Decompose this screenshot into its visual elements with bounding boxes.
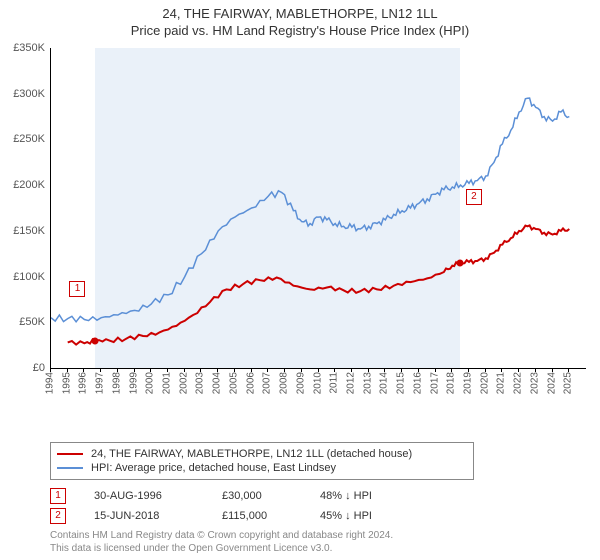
x-tick-label: 2010 [312,372,323,394]
transaction-date: 15-JUN-2018 [94,510,204,522]
x-tick-label: 1995 [61,372,72,394]
series-price_paid [68,225,570,344]
x-tick-label: 2020 [479,372,490,394]
sale-marker-2: 2 [466,189,482,205]
y-tick-label: £200K [5,179,45,191]
chart-container: 24, THE FAIRWAY, MABLETHORPE, LN12 1LL P… [0,0,600,560]
x-tick-label: 1999 [128,372,139,394]
x-tick-label: 2007 [262,372,273,394]
attribution-footer: Contains HM Land Registry data © Crown c… [50,529,393,555]
title-address: 24, THE FAIRWAY, MABLETHORPE, LN12 1LL [0,6,600,21]
x-tick-label: 1994 [45,372,56,394]
x-tick-label: 2017 [429,372,440,394]
series-hpi [51,98,569,322]
x-tick-label: 1998 [111,372,122,394]
y-tick-label: £350K [5,42,45,54]
x-tick-label: 2016 [412,372,423,394]
y-tick-label: £50K [5,316,45,328]
sale-marker-1: 1 [69,281,85,297]
transaction-price: £115,000 [222,510,302,522]
transaction-delta: 45% ↓ HPI [320,510,420,522]
sale-dot-2 [456,259,463,266]
y-tick-label: £100K [5,271,45,283]
legend-swatch [57,453,83,455]
x-tick-label: 2015 [396,372,407,394]
transaction-row: 1 30-AUG-1996 £30,000 48% ↓ HPI [50,486,420,506]
x-tick-label: 2025 [563,372,574,394]
transaction-delta: 48% ↓ HPI [320,490,420,502]
plot-region: 12 [50,48,586,369]
x-tick-label: 1997 [95,372,106,394]
x-tick-label: 2009 [295,372,306,394]
transaction-marker: 1 [50,488,66,504]
y-tick-label: £250K [5,133,45,145]
legend: 24, THE FAIRWAY, MABLETHORPE, LN12 1LL (… [50,442,474,480]
x-tick-label: 2014 [379,372,390,394]
x-tick-label: 2001 [162,372,173,394]
legend-label: 24, THE FAIRWAY, MABLETHORPE, LN12 1LL (… [91,448,412,460]
transaction-marker: 2 [50,508,66,524]
x-tick-label: 2006 [245,372,256,394]
legend-label: HPI: Average price, detached house, East… [91,462,336,474]
sale-dot-1 [92,337,99,344]
y-tick-label: £300K [5,88,45,100]
x-tick-label: 2003 [195,372,206,394]
x-tick-label: 2002 [178,372,189,394]
x-tick-label: 2021 [496,372,507,394]
plot-svg [51,48,586,368]
x-tick-label: 2023 [529,372,540,394]
chart-area: 12 £0£50K£100K£150K£200K£250K£300K£350K1… [50,48,585,406]
transaction-price: £30,000 [222,490,302,502]
x-tick-label: 2012 [345,372,356,394]
chart-titles: 24, THE FAIRWAY, MABLETHORPE, LN12 1LL P… [0,0,600,38]
x-tick-label: 2013 [362,372,373,394]
legend-swatch [57,467,83,469]
x-tick-label: 2019 [462,372,473,394]
y-tick-label: £150K [5,225,45,237]
legend-item: HPI: Average price, detached house, East… [57,461,467,475]
transactions-table: 1 30-AUG-1996 £30,000 48% ↓ HPI 2 15-JUN-2018… [50,486,420,526]
x-tick-label: 2000 [145,372,156,394]
x-tick-label: 1996 [78,372,89,394]
x-tick-label: 2018 [446,372,457,394]
legend-item: 24, THE FAIRWAY, MABLETHORPE, LN12 1LL (… [57,447,467,461]
x-tick-label: 2004 [212,372,223,394]
footer-line1: Contains HM Land Registry data © Crown c… [50,529,393,542]
x-tick-label: 2022 [513,372,524,394]
x-tick-label: 2011 [329,372,340,394]
x-tick-label: 2008 [279,372,290,394]
transaction-row: 2 15-JUN-2018 £115,000 45% ↓ HPI [50,506,420,526]
x-tick-label: 2024 [546,372,557,394]
x-tick-label: 2005 [228,372,239,394]
title-subtitle: Price paid vs. HM Land Registry's House … [0,23,600,38]
y-tick-label: £0 [5,362,45,374]
transaction-date: 30-AUG-1996 [94,490,204,502]
footer-line2: This data is licensed under the Open Gov… [50,542,393,555]
